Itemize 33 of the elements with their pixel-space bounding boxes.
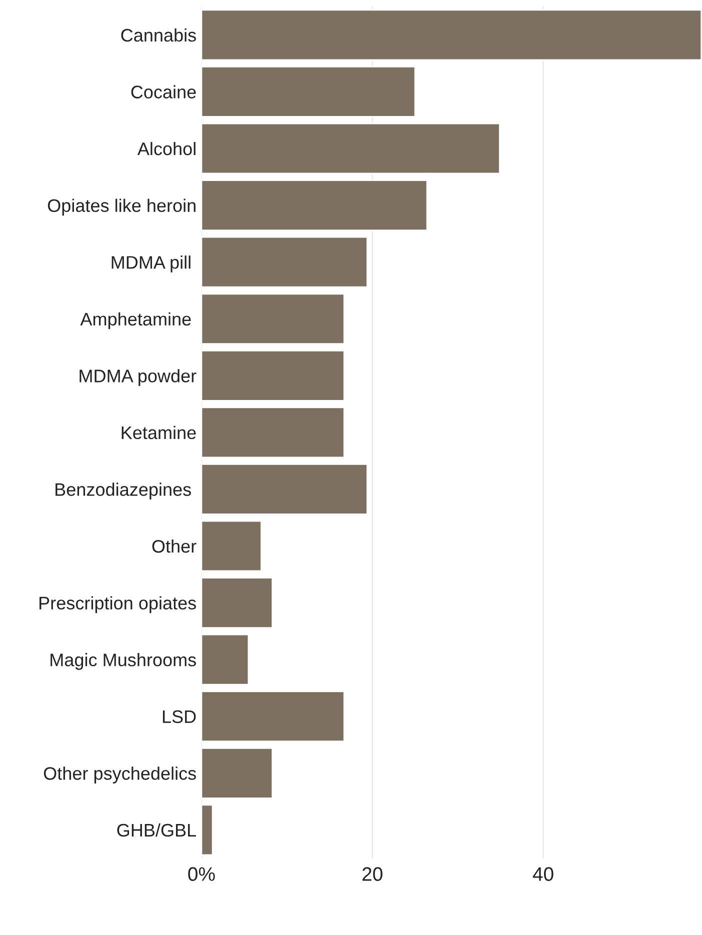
bar <box>201 634 250 686</box>
y-tick-label: Benzodiazepines <box>56 482 191 500</box>
y-tick-label: Cannabis <box>121 28 196 42</box>
y-tick-label: Cocaine <box>131 85 196 98</box>
bar <box>201 690 345 742</box>
bar <box>201 9 702 61</box>
y-tick-label: Prescription opiates <box>40 596 196 614</box>
bar <box>201 236 368 288</box>
y-tick-label: Other <box>152 539 196 553</box>
bar <box>201 577 274 628</box>
bar <box>201 804 214 856</box>
bar <box>201 747 274 799</box>
y-tick-label: MDMA powder <box>80 369 196 386</box>
y-tick-label: LSD <box>162 710 196 724</box>
bar <box>201 122 500 174</box>
y-tick-label: GHB/GBL <box>117 823 196 837</box>
y-tick-label: Magic Mushrooms <box>50 653 196 670</box>
y-tick-label: Opiates like heroin <box>48 198 196 216</box>
bar <box>201 66 416 118</box>
y-tick-label: Amphetamine <box>80 312 191 330</box>
x-tick-label: 40 <box>532 867 554 881</box>
x-tick-label: 20 <box>362 867 382 881</box>
bar <box>201 406 345 458</box>
bar <box>201 464 368 515</box>
y-tick-label: Ketamine <box>122 426 196 440</box>
bar <box>201 293 345 345</box>
bar <box>201 520 262 572</box>
bar <box>201 350 345 402</box>
y-tick-label: Other psychedelics <box>44 766 196 784</box>
bar <box>201 180 428 231</box>
y-tick-label: Alcohol <box>137 142 196 156</box>
y-tick-label: MDMA pill <box>112 256 190 272</box>
x-tick-label: 0% <box>188 867 215 881</box>
